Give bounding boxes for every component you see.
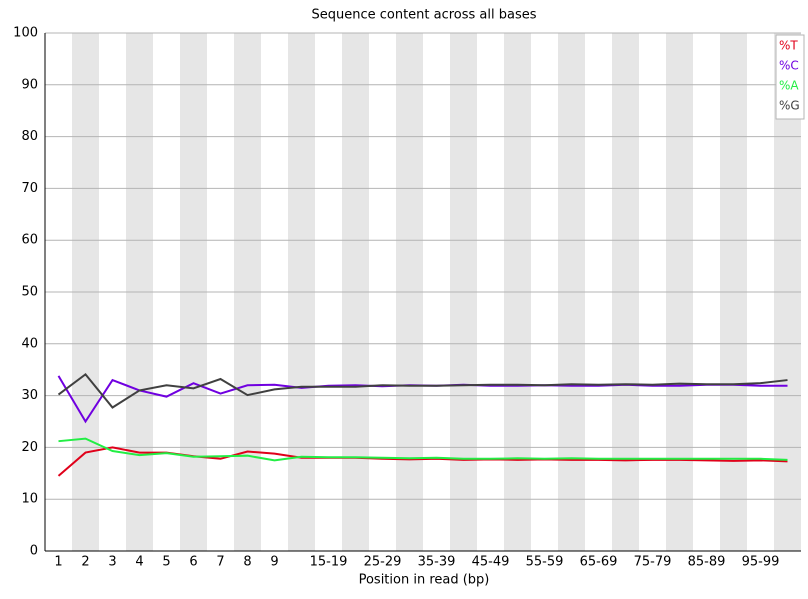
x-tick-label: 25-29 [364, 555, 402, 570]
legend-entry: %C [779, 59, 799, 73]
y-tick-label: 30 [21, 388, 38, 403]
x-tick-label: 45-49 [472, 555, 510, 570]
x-tick-label: 65-69 [580, 555, 618, 570]
x-tick-label: 4 [135, 555, 143, 570]
x-tick-label: 9 [270, 555, 278, 570]
legend-entry: %G [779, 99, 800, 113]
x-tick-label: 5 [162, 555, 170, 570]
y-tick-label: 80 [21, 129, 38, 144]
x-tick-label: 35-39 [418, 555, 456, 570]
x-tick-label: 3 [108, 555, 116, 570]
x-tick-label: 95-99 [742, 555, 780, 570]
x-tick-label: 1 [54, 555, 62, 570]
x-tick-label: 15-19 [310, 555, 348, 570]
chart-title: Sequence content across all bases [311, 8, 536, 23]
y-tick-label: 40 [21, 336, 38, 351]
y-tick-label: 20 [21, 440, 38, 455]
legend-entry: %A [779, 79, 799, 93]
y-tick-label: 90 [21, 77, 38, 92]
x-tick-label: 6 [189, 555, 197, 570]
x-tick-label: 8 [243, 555, 251, 570]
y-tick-label: 70 [21, 181, 38, 196]
series-line [57, 372, 788, 409]
x-tick-label: 7 [216, 555, 224, 570]
x-axis-label: Position in read (bp) [359, 573, 490, 588]
x-tick-label: 2 [81, 555, 89, 570]
y-tick-label: 50 [21, 285, 38, 300]
series-line [58, 437, 788, 462]
y-tick-label: 100 [13, 26, 38, 41]
y-tick-label: 60 [21, 233, 38, 248]
y-tick-label: 0 [30, 544, 38, 559]
legend-entry: %T [779, 39, 798, 53]
x-tick-label: 85-89 [688, 555, 726, 570]
legend-box [775, 34, 805, 120]
y-tick-label: 10 [21, 492, 38, 507]
x-tick-label: 55-59 [526, 555, 564, 570]
x-tick-label: 75-79 [634, 555, 672, 570]
